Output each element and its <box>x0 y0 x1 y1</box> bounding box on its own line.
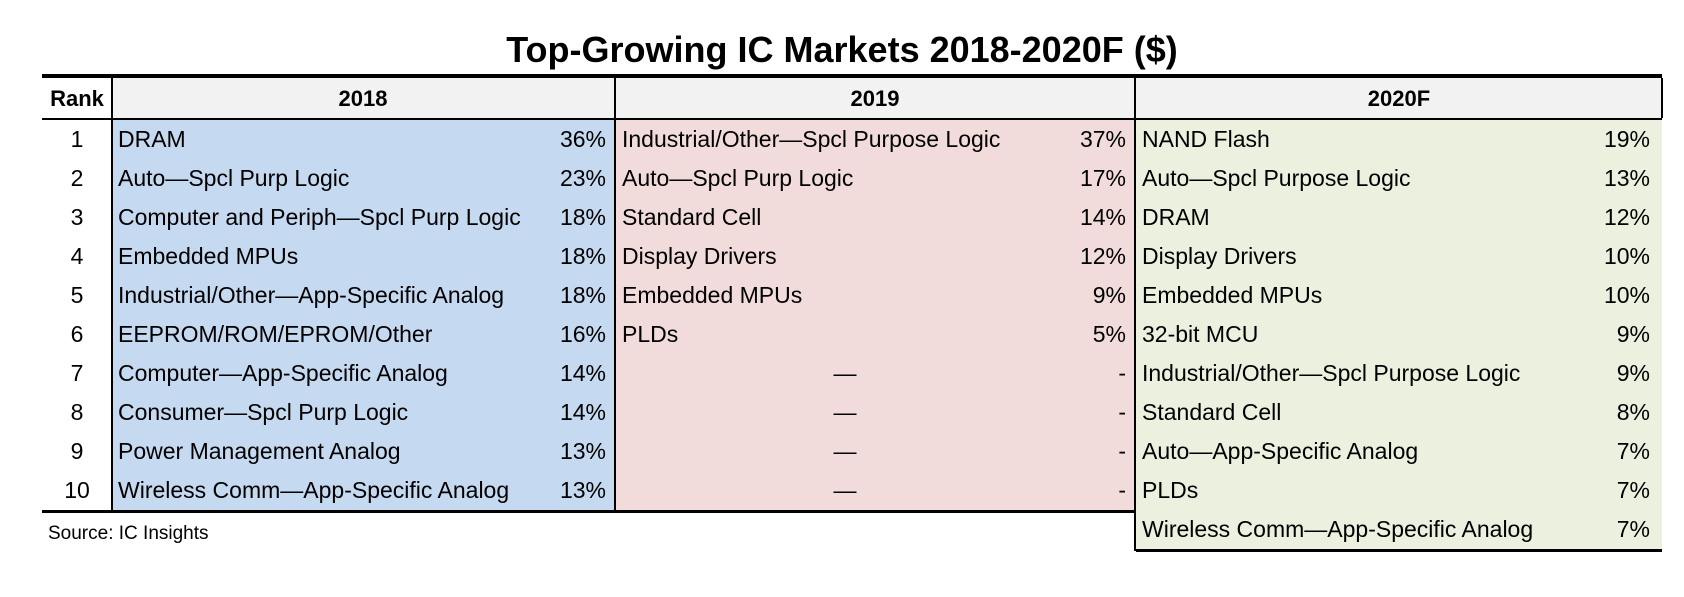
header-rank: Rank <box>50 86 104 111</box>
growth-pct: 17% <box>1079 165 1126 191</box>
market-name: Display Drivers <box>622 243 777 269</box>
market-name: Display Drivers <box>1142 243 1297 269</box>
growth-pct: 12% <box>1079 243 1126 269</box>
market-name: NAND Flash <box>1142 126 1270 152</box>
header-2020F: 2020F <box>1367 86 1431 111</box>
rank-cell: 1 <box>70 126 84 152</box>
market-name: Computer and Periph—Spcl Purp Logic <box>118 204 521 230</box>
growth-pct: 23% <box>559 165 606 191</box>
market-name: PLDs <box>622 321 679 347</box>
empty-dash: — <box>833 438 857 464</box>
rank-cell: 7 <box>70 360 84 386</box>
growth-pct: 18% <box>559 282 606 308</box>
market-name: DRAM <box>118 126 186 152</box>
growth-pct: - <box>1118 438 1126 464</box>
market-name: Industrial/Other—App-Specific Analog <box>118 282 505 308</box>
market-name: Auto—App-Specific Analog <box>1142 438 1419 464</box>
growth-pct: 8% <box>1616 399 1650 425</box>
growth-pct: 13% <box>559 438 606 464</box>
market-name: 32-bit MCU <box>1142 321 1259 347</box>
market-name: Computer—App-Specific Analog <box>118 360 448 386</box>
growth-pct: 36% <box>559 126 606 152</box>
empty-dash: — <box>833 360 857 386</box>
growth-pct: - <box>1118 360 1126 386</box>
column-divider-2 <box>614 78 616 512</box>
growth-pct: 16% <box>559 321 606 347</box>
market-name: Consumer—Spcl Purp Logic <box>118 399 409 425</box>
market-name: DRAM <box>1142 204 1210 230</box>
growth-pct: 7% <box>1616 477 1650 503</box>
empty-dash: — <box>833 399 857 425</box>
market-name: Standard Cell <box>1142 399 1282 425</box>
growth-pct: 14% <box>1079 204 1126 230</box>
market-name: Standard Cell <box>622 204 762 230</box>
market-name: Industrial/Other—Spcl Purpose Logic <box>1142 360 1521 386</box>
growth-pct: 18% <box>559 204 606 230</box>
market-name: Embedded MPUs <box>622 282 803 308</box>
growth-pct: 5% <box>1092 321 1126 347</box>
growth-pct: 13% <box>1603 165 1650 191</box>
market-name: Power Management Analog <box>118 438 401 464</box>
growth-pct: 12% <box>1603 204 1650 230</box>
rank-cell: 5 <box>70 282 84 308</box>
growth-pct: 37% <box>1079 126 1126 152</box>
chart-title: Top-Growing IC Markets 2018-2020F ($) <box>506 29 1178 70</box>
column-bg-3 <box>1136 120 1662 551</box>
header-bottom-rule <box>42 118 1662 120</box>
growth-pct: 14% <box>559 399 606 425</box>
rank-cell: 4 <box>70 243 84 269</box>
growth-pct: 13% <box>559 477 606 503</box>
rank-cell: 3 <box>70 204 84 230</box>
column-bg-2 <box>616 120 1134 512</box>
market-name: Auto—Spcl Purpose Logic <box>1142 165 1411 191</box>
header-2019: 2019 <box>850 86 900 111</box>
rank-cell: 2 <box>70 165 84 191</box>
rank-cell: 6 <box>70 321 84 347</box>
growth-pct: 10% <box>1603 243 1650 269</box>
market-name: Wireless Comm—App-Specific Analog <box>1142 516 1534 542</box>
growth-pct: 7% <box>1616 438 1650 464</box>
growth-pct: 18% <box>559 243 606 269</box>
market-name: Auto—Spcl Purp Logic <box>118 165 350 191</box>
market-name: Industrial/Other—Spcl Purpose Logic <box>622 126 1001 152</box>
growth-pct: 10% <box>1603 282 1650 308</box>
table-bottom-rule <box>42 510 1136 513</box>
empty-dash: — <box>833 477 857 503</box>
rank-cell: 9 <box>70 438 84 464</box>
rank-cell: 8 <box>70 399 84 425</box>
column-divider-3 <box>1134 78 1136 551</box>
market-name: EEPROM/ROM/EPROM/Other <box>118 321 433 347</box>
growth-pct: - <box>1118 399 1126 425</box>
market-name: Embedded MPUs <box>118 243 299 269</box>
table-top-rule <box>42 74 1662 78</box>
column-divider-4 <box>1661 78 1663 118</box>
source-note: Source: IC Insights <box>48 523 209 544</box>
market-name: Auto—Spcl Purp Logic <box>622 165 854 191</box>
growth-pct: 19% <box>1603 126 1650 152</box>
growth-pct: 9% <box>1616 360 1650 386</box>
column-bg-1 <box>112 120 614 512</box>
header-row-bg <box>112 78 1662 118</box>
table-bottom-rule-2020 <box>1136 549 1662 552</box>
growth-pct: 9% <box>1092 282 1126 308</box>
column-divider-1 <box>111 78 113 512</box>
header-2018: 2018 <box>338 86 388 111</box>
rank-cell: 10 <box>64 477 90 503</box>
market-name: Wireless Comm—App-Specific Analog <box>118 477 510 503</box>
growth-pct: 14% <box>559 360 606 386</box>
market-name: PLDs <box>1142 477 1199 503</box>
growth-pct: - <box>1118 477 1126 503</box>
market-name: Embedded MPUs <box>1142 282 1323 308</box>
growth-pct: 7% <box>1616 516 1650 542</box>
growth-pct: 9% <box>1616 321 1650 347</box>
